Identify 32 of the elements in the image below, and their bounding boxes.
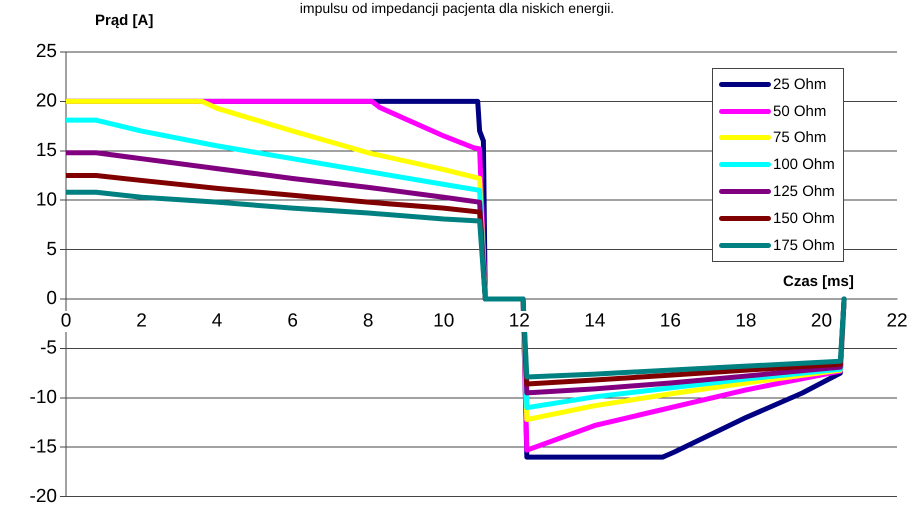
legend-label: 125 Ohm	[773, 183, 835, 200]
legend-label: 100 Ohm	[773, 156, 835, 174]
x-tick-label: 0	[60, 310, 72, 332]
y-tick-label: 20	[36, 90, 57, 112]
x-tick-label: 16	[660, 310, 681, 332]
x-tick-label: 8	[362, 310, 374, 332]
x-tick-label: 14	[584, 310, 606, 332]
y-tick-label: 5	[46, 238, 57, 260]
x-tick-label: 22	[886, 310, 908, 332]
chart-title: impulsu od impedancji pacjenta dla niskich energii.	[300, 0, 614, 16]
y-tick-label: -10	[30, 387, 57, 408]
y-tick-label: 0	[46, 288, 57, 310]
legend-label: 150 Ohm	[773, 210, 835, 227]
y-tick-label: 25	[36, 41, 57, 62]
x-tick-label: 12	[508, 310, 530, 332]
y-tick-label: -20	[30, 486, 57, 507]
y-tick-label: -5	[40, 338, 57, 359]
legend-label: 25 Ohm	[773, 76, 826, 93]
legend-label: 175 Ohm	[773, 236, 835, 254]
x-tick-label: 4	[212, 310, 223, 332]
y-tick-label: -15	[30, 436, 57, 458]
x-tick-label: 2	[136, 310, 147, 332]
x-tick-label: 10	[433, 310, 454, 332]
x-axis-title: Czas [ms]	[783, 273, 854, 290]
x-tick-label: 6	[287, 310, 298, 332]
y-axis-title: Prąd [A]	[95, 12, 154, 29]
legend-label: 75 Ohm	[773, 129, 826, 146]
x-tick-label: 20	[810, 310, 832, 332]
y-tick-label: 10	[36, 189, 57, 210]
x-tick-label: 18	[735, 310, 756, 332]
y-tick-label: 15	[36, 140, 57, 162]
legend-label: 50 Ohm	[773, 102, 826, 120]
